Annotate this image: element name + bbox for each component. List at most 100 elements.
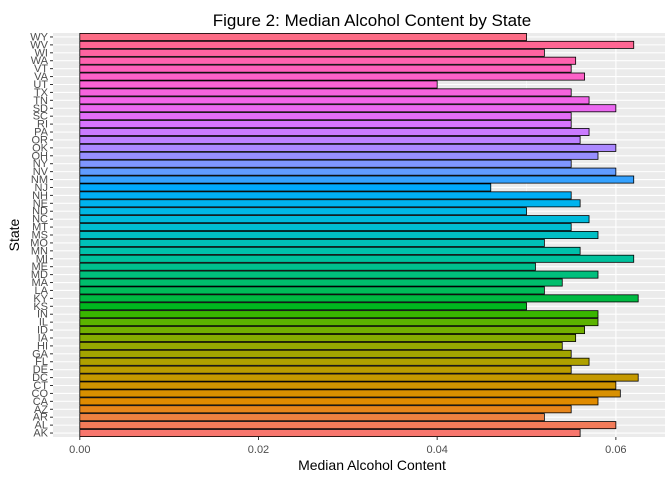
y-tick-label: AZ (34, 404, 48, 416)
bar-sd (79, 104, 617, 113)
y-tick-label: ND (32, 206, 48, 218)
y-tick-label: FL (35, 356, 48, 368)
bar-ca (79, 397, 599, 406)
y-tick-label: CO (32, 388, 49, 400)
bars-group (79, 32, 639, 438)
bar-me (79, 262, 536, 271)
bar-ks (79, 302, 527, 311)
bar-pa (79, 128, 590, 136)
y-tick-label: KS (33, 301, 48, 313)
y-tick-label: MS (32, 230, 49, 242)
y-tick-label: MD (31, 269, 48, 281)
bar-co (79, 389, 621, 398)
y-tick-label: VA (34, 71, 49, 83)
y-tick-label: HI (37, 340, 48, 352)
y-tick-label: WI (35, 47, 48, 59)
bar-ne (79, 199, 581, 208)
bar-nm (79, 175, 635, 184)
y-tick-label: VT (34, 63, 48, 75)
y-tick-label: MA (32, 277, 49, 289)
y-tick-label: RI (37, 119, 48, 131)
bar-mt (79, 223, 572, 232)
x-tick-label: 0.02 (248, 444, 269, 456)
y-tick-label: MO (30, 237, 48, 249)
bar-nh (79, 191, 572, 200)
y-tick-label: DC (32, 372, 48, 384)
y-tick-label: NM (31, 174, 48, 186)
bar-mi (79, 254, 635, 263)
chart-title: Figure 2: Median Alcohol Content by Stat… (213, 11, 531, 30)
bar-tn (79, 96, 590, 105)
bar-mn (79, 246, 581, 255)
x-tick-label: 0.04 (426, 444, 447, 456)
bar-ky (79, 294, 639, 303)
y-tick-label: OH (32, 150, 49, 162)
y-tick-label: CA (33, 396, 49, 408)
y-tick-label: LA (35, 285, 49, 297)
y-tick-label: AL (35, 420, 48, 432)
bar-wi (79, 48, 545, 57)
y-tick-label: WY (30, 31, 48, 43)
y-tick-label: IA (38, 332, 49, 344)
bar-id (79, 326, 585, 335)
y-tick-label: NH (32, 190, 48, 202)
bar-md (79, 270, 599, 279)
y-tick-label: OR (32, 134, 49, 146)
y-tick-label: NY (33, 158, 49, 170)
bar-sc (79, 112, 572, 121)
y-tick-label: UT (33, 79, 48, 91)
bar-nd (79, 207, 527, 216)
y-tick-label: MN (31, 245, 48, 257)
bar-nv (79, 167, 617, 176)
bar-ut (79, 80, 438, 89)
bar-in (79, 310, 599, 319)
bar-ct (79, 381, 617, 390)
y-tick-label: OK (32, 142, 49, 154)
bar-hi (79, 341, 563, 350)
y-tick-label: IN (37, 309, 48, 321)
bar-ny (79, 159, 572, 168)
bar-ga (79, 349, 572, 358)
bar-tx (79, 88, 572, 97)
bar-ok (79, 143, 617, 152)
bar-wv (79, 40, 635, 49)
y-tick-label: PA (34, 127, 49, 139)
x-tick-label: 0.06 (605, 444, 626, 456)
bar-ar (79, 413, 545, 422)
bar-wy (79, 32, 527, 41)
y-tick-label: SC (33, 111, 48, 123)
y-tick-label: WA (31, 55, 49, 67)
bar-ma (79, 278, 563, 287)
y-tick-label: GA (32, 348, 49, 360)
y-tick-label: SD (33, 103, 48, 115)
y-tick-label: TX (34, 87, 49, 99)
bar-nc (79, 215, 590, 224)
bar-ak (79, 429, 581, 438)
x-tick-label: 0.00 (69, 444, 90, 456)
bar-nj (79, 183, 492, 192)
bar-mo (79, 238, 545, 247)
bar-wa (79, 56, 577, 65)
bar-vt (79, 64, 572, 73)
bar-va (79, 72, 585, 81)
y-tick-label: ID (37, 325, 48, 337)
y-tick-label: MT (32, 222, 48, 234)
y-tick-label: NC (32, 214, 48, 226)
y-tick-label: NE (33, 198, 48, 210)
bar-il (79, 318, 599, 327)
y-tick-label: AK (33, 428, 48, 440)
bar-ia (79, 334, 577, 342)
bar-ri (79, 120, 572, 129)
y-tick-label: DE (33, 364, 48, 376)
bar-oh (79, 151, 599, 160)
y-axis: AKALARAZCACOCTDCDEFLGAHIIAIDILINKSKYLAMA… (30, 31, 53, 440)
y-tick-label: NV (33, 166, 49, 178)
y-tick-label: WV (30, 39, 48, 51)
bar-la (79, 286, 545, 295)
bar-ms (79, 231, 599, 239)
y-tick-label: TN (33, 95, 48, 107)
y-tick-label: CT (33, 380, 48, 392)
y-tick-label: KY (33, 293, 48, 305)
bar-al (79, 421, 617, 430)
